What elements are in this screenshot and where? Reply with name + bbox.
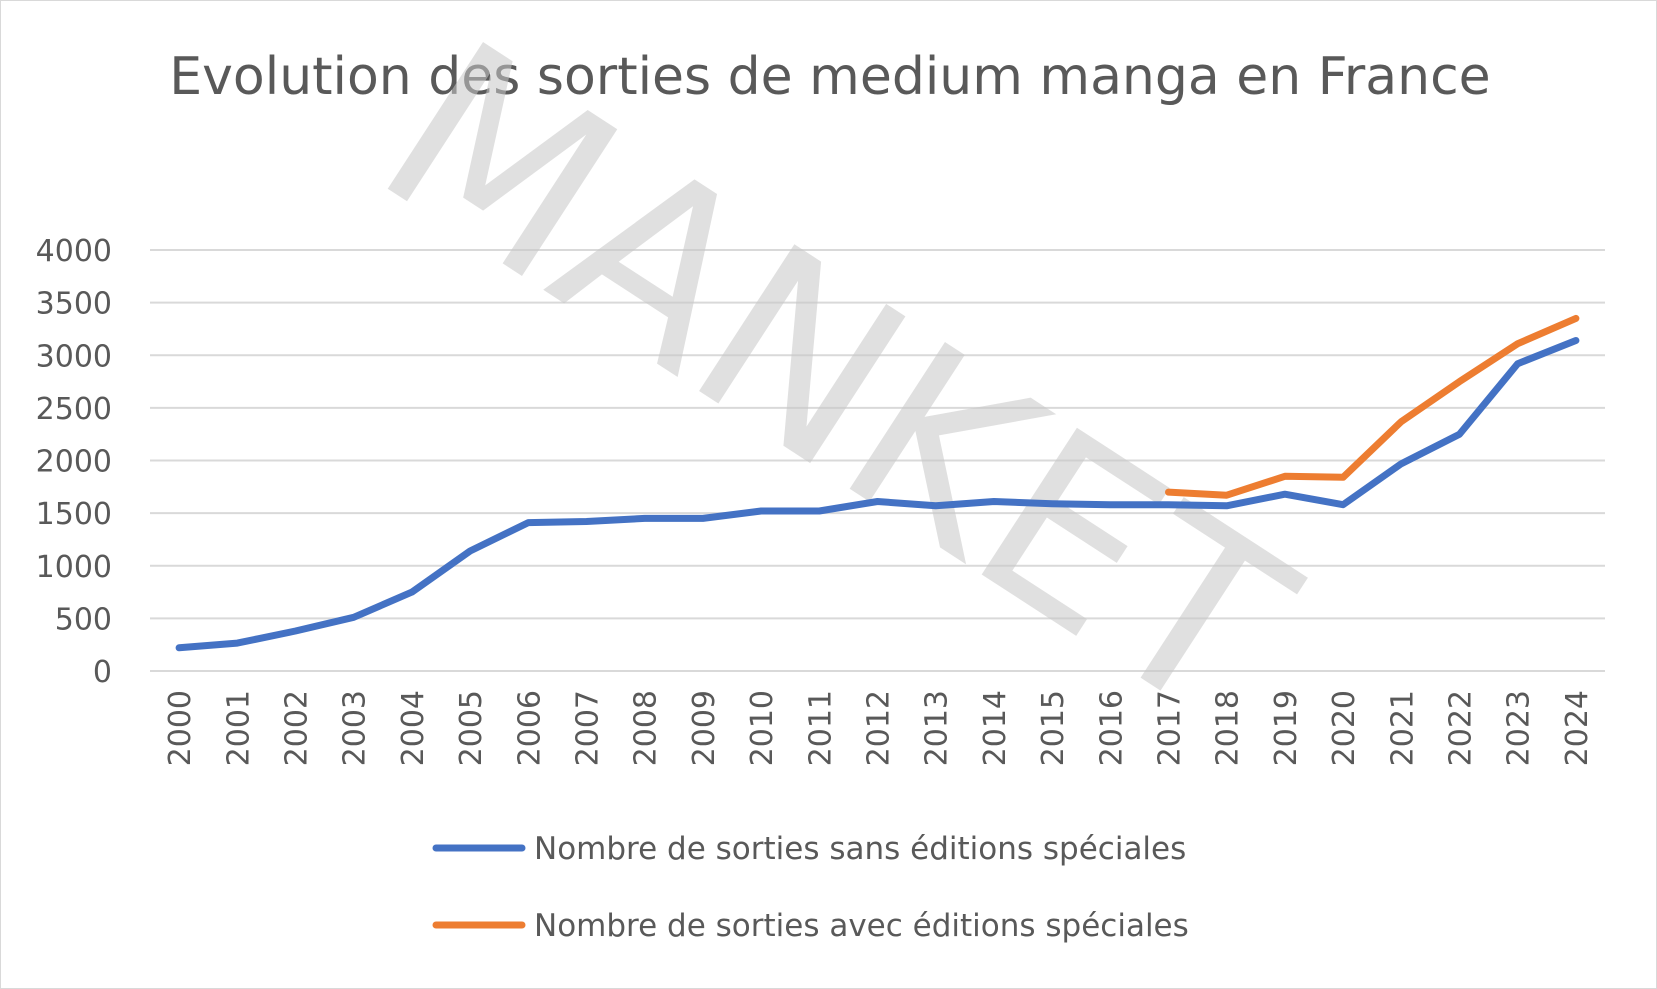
x-tick-label: 2010 xyxy=(745,690,780,766)
y-tick-label: 0 xyxy=(93,655,112,690)
x-tick-label: 2014 xyxy=(978,690,1013,766)
chart-title: Evolution des sorties de medium manga en… xyxy=(169,47,1491,107)
x-tick-label: 2008 xyxy=(629,690,664,766)
x-tick-label: 2004 xyxy=(396,690,431,766)
x-tick-label: 2017 xyxy=(1153,690,1188,766)
x-tick-label: 2005 xyxy=(454,690,489,766)
series-line-1 xyxy=(175,337,1580,652)
legend-label-1: Nombre de sorties sans éditions spéciale… xyxy=(534,831,1186,867)
x-tick-label: 2015 xyxy=(1036,690,1071,766)
x-tick-label: 2006 xyxy=(512,690,547,766)
x-tick-label: 2007 xyxy=(571,690,606,766)
x-tick-label: 2016 xyxy=(1094,690,1129,766)
y-tick-label: 1500 xyxy=(36,497,112,532)
y-tick-label: 1000 xyxy=(36,550,112,585)
y-tick-label: 3500 xyxy=(36,287,112,322)
x-tick-label: 2021 xyxy=(1385,690,1420,766)
x-tick-label: 2009 xyxy=(687,690,722,766)
gridlines xyxy=(150,249,1605,672)
x-axis-ticks: 2000 2001 2002 2003 2004 2005 2006 2007 2008 2009… xyxy=(163,690,1595,766)
x-tick-label: 2012 xyxy=(862,690,897,766)
y-tick-label: 4000 xyxy=(36,234,112,269)
x-tick-label: 2000 xyxy=(163,690,198,766)
series-lines xyxy=(175,314,1580,652)
watermark-layer: MANKET xyxy=(337,0,1335,773)
series-line-2 xyxy=(1165,314,1580,499)
legend-label-2: Nombre de sorties avec éditions spéciale… xyxy=(534,908,1189,944)
y-tick-label: 500 xyxy=(55,602,112,637)
x-tick-label: 2019 xyxy=(1269,690,1304,766)
x-tick-label: 2003 xyxy=(338,690,373,766)
x-tick-label: 2002 xyxy=(280,690,315,766)
x-tick-label: 2022 xyxy=(1444,690,1479,766)
watermark-text: MANKET xyxy=(337,0,1335,773)
x-tick-label: 2018 xyxy=(1211,690,1246,766)
legend: Nombre de sorties sans éditions spéciale… xyxy=(432,831,1189,944)
x-tick-label: 2023 xyxy=(1502,690,1537,766)
x-tick-label: 2020 xyxy=(1327,690,1362,766)
y-tick-label: 2000 xyxy=(36,445,112,480)
y-tick-label: 2500 xyxy=(36,392,112,427)
y-tick-label: 3000 xyxy=(36,339,112,374)
y-axis-ticks: 0 500 1000 1500 2000 2500 3000 3500 4000 xyxy=(36,234,112,690)
x-tick-label: 2011 xyxy=(803,690,838,766)
x-tick-label: 2001 xyxy=(221,690,256,766)
x-tick-label: 2024 xyxy=(1560,690,1595,766)
x-tick-label: 2013 xyxy=(920,690,955,766)
